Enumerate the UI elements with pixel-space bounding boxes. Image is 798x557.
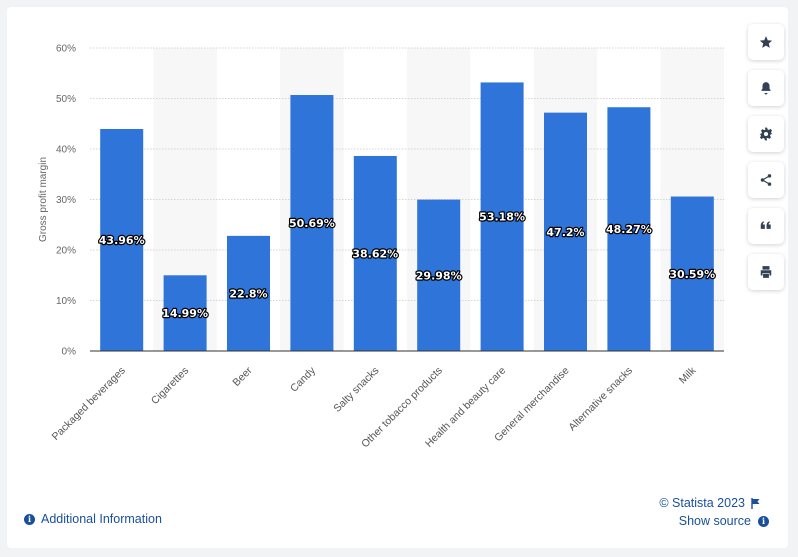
category-label: Candy: [288, 364, 318, 394]
bar: [670, 196, 714, 351]
print-button[interactable]: [748, 254, 784, 290]
category-label: Alternative snacks: [566, 365, 635, 434]
print-icon: [760, 266, 772, 278]
category-label: Packaged beverages: [50, 365, 128, 443]
chart-toolbar: [748, 24, 786, 300]
data-label: 30.59%: [669, 268, 715, 281]
info-icon: i: [758, 515, 769, 527]
y-tick-label: 50%: [56, 94, 76, 105]
y-tick-label: 30%: [56, 195, 76, 206]
star-icon: [759, 36, 773, 48]
category-label: Milk: [677, 364, 699, 386]
data-label: 43.96%: [99, 234, 145, 247]
category-label: Beer: [230, 364, 255, 389]
bar: [544, 112, 587, 351]
gear-icon: [759, 127, 773, 141]
quote-icon: [760, 221, 771, 229]
data-label: 48.27%: [606, 223, 652, 236]
bar: [227, 235, 270, 351]
bell-icon: [761, 82, 771, 95]
y-tick-label: 40%: [56, 145, 76, 156]
data-label: 38.62%: [352, 247, 398, 260]
y-tick-label: 0%: [62, 347, 77, 358]
y-tick-label: 10%: [56, 296, 76, 307]
y-tick-label: 60%: [56, 44, 76, 55]
data-label: 22.8%: [229, 287, 267, 300]
flag-icon: [751, 497, 760, 509]
bar: [353, 155, 397, 351]
bar: [417, 199, 461, 351]
data-label: 14.99%: [162, 307, 208, 320]
category-label: Salty snacks: [331, 365, 381, 415]
info-icon: i: [24, 513, 35, 525]
show-source-label: Show source: [678, 514, 751, 528]
share-icon: [760, 174, 772, 186]
chart-card: 0% 10% 20% 30% 40% 50% 60% Gross profit margin 4…: [7, 7, 788, 548]
show-source-link[interactable]: Show source i: [679, 514, 769, 528]
bar: [607, 107, 651, 351]
y-tick-label: 20%: [56, 246, 76, 257]
data-label: 47.2%: [546, 226, 584, 239]
bar-chart: 0% 10% 20% 30% 40% 50% 60% Gross profit margin 4…: [38, 44, 724, 450]
copyright[interactable]: © Statista 2023: [659, 496, 761, 510]
bar: [480, 82, 524, 351]
share-button[interactable]: [748, 162, 784, 198]
data-label: 29.98%: [416, 269, 462, 282]
cite-button[interactable]: [748, 208, 784, 244]
notification-button[interactable]: [748, 70, 784, 106]
settings-button[interactable]: [748, 116, 784, 152]
bar: [290, 95, 334, 351]
additional-information-link[interactable]: i Additional Information: [24, 512, 162, 526]
bar: [100, 129, 144, 351]
additional-information-label: Additional Information: [41, 512, 162, 526]
category-label: Cigarettes: [149, 365, 191, 407]
copyright-text: © Statista 2023: [659, 496, 745, 510]
favorite-button[interactable]: [748, 24, 784, 60]
bar: [163, 275, 207, 351]
data-label: 50.69%: [289, 217, 335, 230]
y-axis-title: Gross profit margin: [38, 157, 49, 242]
data-label: 53.18%: [479, 211, 525, 224]
